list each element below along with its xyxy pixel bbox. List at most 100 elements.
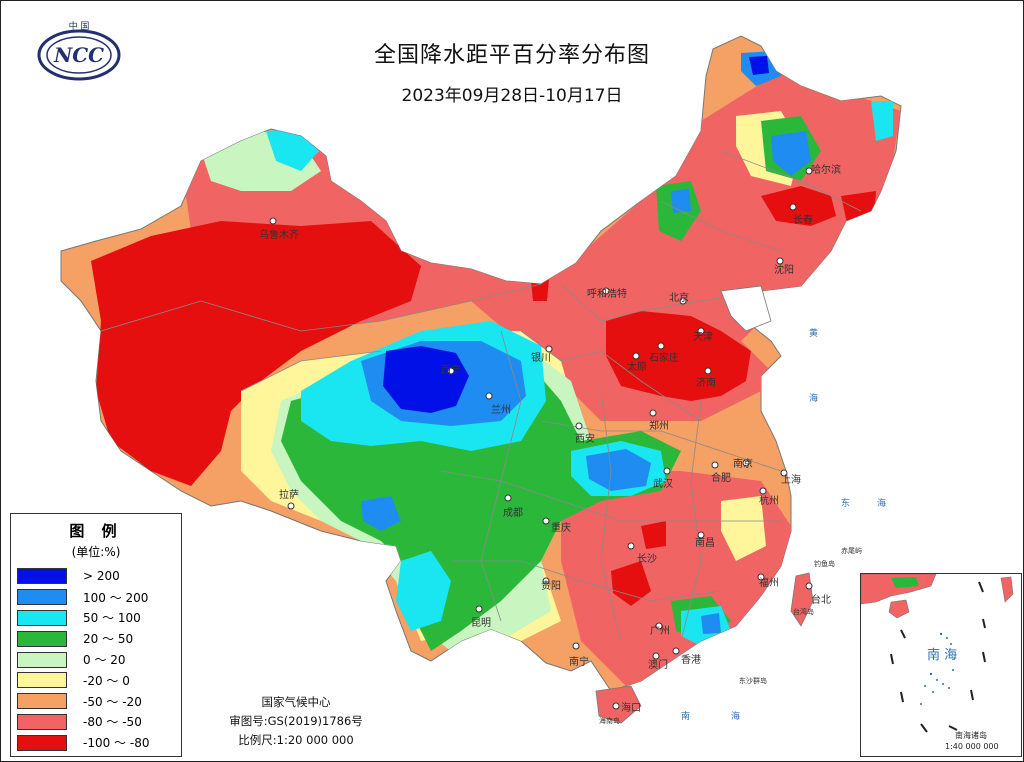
city-label: 乌鲁木齐 <box>259 228 299 241</box>
city-label: 哈尔滨 <box>811 163 841 176</box>
city-label: 拉萨 <box>279 488 299 501</box>
city-marker <box>572 642 580 650</box>
zone-50-100-sichuan <box>396 551 451 631</box>
city-marker <box>776 257 784 265</box>
sea-label: 海 <box>809 392 818 404</box>
city-layer: 乌鲁木齐 哈尔滨 长春 沈阳 呼和浩特 北京 天津 石家庄 太原 济南 银川 西… <box>259 163 841 714</box>
city-marker <box>757 573 765 581</box>
zone-m100-m80-hohhot <box>531 279 549 301</box>
city-marker <box>672 647 680 655</box>
legend-row: -80 ～ -50 <box>17 712 149 733</box>
sea-label: 南 <box>681 710 690 722</box>
city-marker <box>652 652 660 660</box>
inset-dash-line <box>890 581 986 733</box>
credits-scale: 比例尺:1:20 000 000 <box>238 733 354 747</box>
city-marker <box>655 622 663 630</box>
city-label: 南宁 <box>569 655 589 668</box>
credits: 国家气候中心 审图号:GS(2019)1786号 比例尺:1:20 000 00… <box>201 693 391 750</box>
city-marker <box>663 467 671 475</box>
zone-m100-m80-hunan <box>641 521 666 549</box>
city-label: 太原 <box>627 360 647 373</box>
city-marker <box>575 422 583 430</box>
legend-label: -100 ～ -80 <box>83 736 150 751</box>
legend-label: -50 ～ -20 <box>83 694 142 709</box>
city-marker <box>704 367 712 375</box>
sea-label: 海 <box>877 497 886 509</box>
city-label: 呼和浩特 <box>587 288 627 300</box>
city-marker <box>697 327 705 335</box>
city-label: 贵阳 <box>541 579 561 592</box>
province-boundaries <box>100 150 862 642</box>
city-label: 济南 <box>696 376 716 389</box>
city-label: 西宁 <box>441 363 461 376</box>
legend-label: 50 ～ 100 <box>83 611 141 626</box>
city-marker <box>649 409 657 417</box>
south-china-sea-inset: 南 海 南海诸岛 1:40 000 000 <box>860 573 1022 757</box>
legend-swatch <box>17 568 67 585</box>
sea-labels: 黄 海 东 海 南 海 钓鱼岛 赤尾屿 台湾岛 东沙群岛 海南岛 <box>599 327 886 725</box>
city-label: 合肥 <box>711 471 731 484</box>
legend-label: > 200 <box>83 569 120 584</box>
city-label: 南昌 <box>695 536 715 549</box>
city-label: 福州 <box>759 576 779 589</box>
city-label: 台北 <box>811 593 831 606</box>
legend-row: 100 ～ 200 <box>17 587 149 608</box>
zone-m100-m80-west <box>91 221 421 486</box>
bohai-sea <box>720 285 772 332</box>
city-marker <box>269 217 277 225</box>
city-label: 重庆 <box>551 521 571 534</box>
city-marker <box>485 392 493 400</box>
legend-row: 20 ～ 50 <box>17 628 149 649</box>
legend-label: -20 ～ 0 <box>83 673 130 688</box>
city-label: 澳门 <box>648 658 668 671</box>
legend-swatch <box>17 589 67 606</box>
legend-row: -20 ～ 0 <box>17 670 149 691</box>
logo-top-text: 中 国 <box>69 20 90 32</box>
legend-swatch <box>17 672 67 689</box>
inset-islands-label: 南海诸岛 <box>955 731 987 740</box>
legend-row: 50 ～ 100 <box>17 608 149 629</box>
city-label: 银川 <box>531 351 551 364</box>
island-label: 台湾岛 <box>793 607 814 616</box>
city-marker <box>679 297 687 305</box>
sea-label: 海 <box>731 710 740 722</box>
legend-row: -100 ～ -80 <box>17 732 149 753</box>
city-label: 海口 <box>621 701 641 714</box>
city-label: 南京 <box>733 457 753 470</box>
legend-unit: (单位:%) <box>71 545 121 559</box>
zone-gt200-qinghai <box>383 346 469 413</box>
zone-100-200-guangdong <box>701 613 721 634</box>
legend-swatch <box>17 693 67 710</box>
legend-label: -80 ～ -50 <box>83 715 142 730</box>
credits-center: 国家气候中心 <box>261 695 331 709</box>
zone-m100-m80-northeast <box>841 191 876 241</box>
legend-swatch <box>17 609 67 626</box>
city-label: 西安 <box>575 432 595 445</box>
city-marker <box>447 367 455 375</box>
legend-row: -50 ～ -20 <box>17 691 149 712</box>
city-label: 武汉 <box>653 477 673 490</box>
city-marker <box>805 582 813 590</box>
legend-swatch <box>17 713 67 730</box>
legend-label: 0 ～ 20 <box>83 653 126 668</box>
city-label: 长沙 <box>637 553 657 565</box>
taiwan-island <box>790 572 814 627</box>
legend-items: > 200 100 ～ 200 50 ～ 100 20 ～ 50 0 ～ 20 -20 ～… <box>17 566 149 753</box>
zone-gt200-heilongjiang <box>749 56 769 75</box>
ncc-logo: 中 国 NCC <box>37 20 121 81</box>
legend-swatch <box>17 651 67 668</box>
city-marker <box>742 459 750 467</box>
city-marker <box>612 702 620 710</box>
zone-100-200-neimeng <box>671 189 691 213</box>
city-marker <box>504 494 512 502</box>
city-marker <box>711 461 719 469</box>
city-marker <box>602 287 610 295</box>
zone-m20-0-coast <box>721 496 766 561</box>
island-label: 赤尾屿 <box>841 546 862 555</box>
inset-islands <box>920 632 954 705</box>
legend-row: 0 ～ 20 <box>17 649 149 670</box>
logo-main-text: NCC <box>53 43 104 67</box>
inset-green-patch <box>891 577 919 588</box>
